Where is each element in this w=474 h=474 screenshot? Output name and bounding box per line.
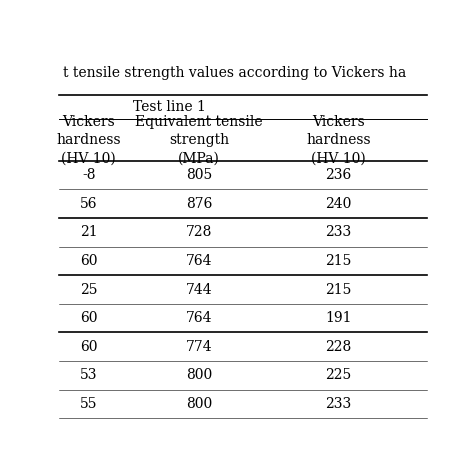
Text: 53: 53: [80, 368, 97, 383]
Text: 225: 225: [325, 368, 352, 383]
Text: Vickers
hardness
(HV 10): Vickers hardness (HV 10): [56, 115, 121, 165]
Text: 774: 774: [185, 340, 212, 354]
Text: 236: 236: [325, 168, 352, 182]
Text: Vickers
hardness
(HV 10): Vickers hardness (HV 10): [306, 115, 371, 165]
Text: 228: 228: [325, 340, 352, 354]
Text: 215: 215: [325, 283, 352, 297]
Text: 60: 60: [80, 311, 97, 325]
Text: 800: 800: [186, 397, 212, 411]
Text: 55: 55: [80, 397, 97, 411]
Text: -8: -8: [82, 168, 95, 182]
Text: 191: 191: [325, 311, 352, 325]
Text: 233: 233: [325, 397, 352, 411]
Text: 876: 876: [186, 197, 212, 211]
Text: 21: 21: [80, 225, 98, 239]
Text: 215: 215: [325, 254, 352, 268]
Text: 764: 764: [186, 254, 212, 268]
Text: 56: 56: [80, 197, 97, 211]
Text: Test line 1: Test line 1: [133, 100, 206, 114]
Text: 60: 60: [80, 254, 97, 268]
Text: t tensile strength values according to Vickers ha: t tensile strength values according to V…: [63, 66, 406, 80]
Text: 240: 240: [325, 197, 352, 211]
Text: 60: 60: [80, 340, 97, 354]
Text: 744: 744: [185, 283, 212, 297]
Text: 805: 805: [186, 168, 212, 182]
Text: 728: 728: [186, 225, 212, 239]
Text: 233: 233: [325, 225, 352, 239]
Text: 800: 800: [186, 368, 212, 383]
Text: 764: 764: [186, 311, 212, 325]
Text: 25: 25: [80, 283, 97, 297]
Text: Equivalent tensile
strength
(MPa): Equivalent tensile strength (MPa): [135, 115, 263, 165]
